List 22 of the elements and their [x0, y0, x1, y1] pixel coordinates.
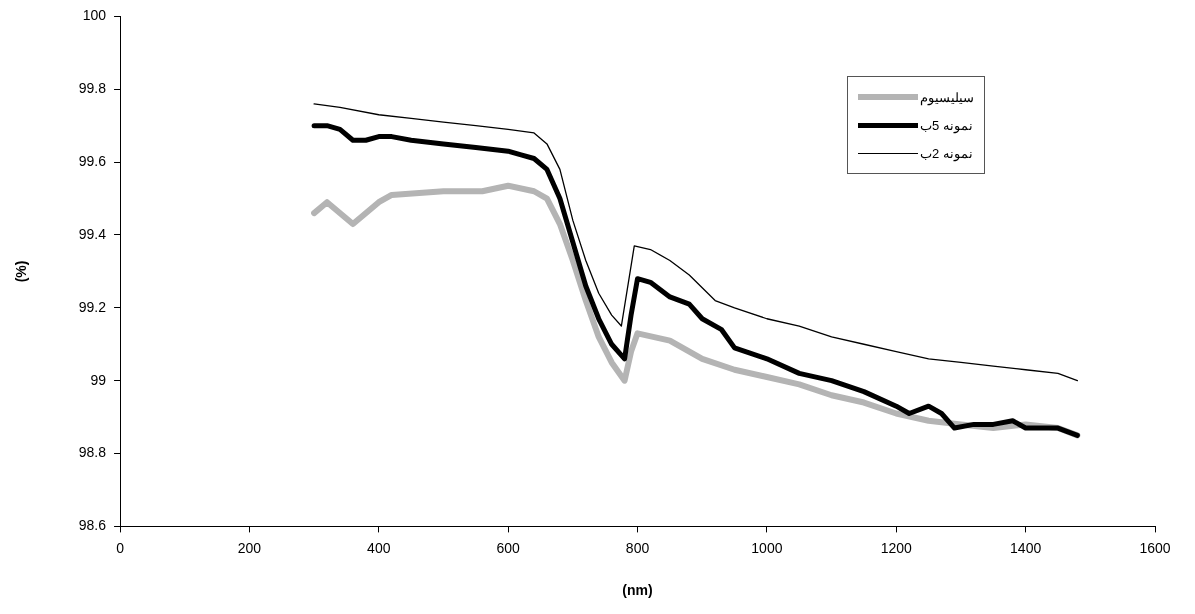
- x-axis-title: (nm): [622, 582, 653, 599]
- x-tick-label: 400: [367, 539, 391, 556]
- legend-label: نمونه 2ب: [920, 145, 973, 161]
- y-tick-label: 100: [82, 7, 107, 24]
- legend-label: نمونه 5ب: [920, 117, 973, 133]
- y-tick-label: 99: [90, 371, 107, 388]
- x-tick-label: 800: [625, 539, 650, 556]
- y-axis-title: (%): [13, 260, 30, 283]
- y-tick-label: 99.4: [78, 225, 107, 242]
- y-tick-label: 99.6: [78, 152, 107, 169]
- x-tick-label: 0: [116, 539, 125, 556]
- y-tick-label: 98.6: [78, 517, 107, 534]
- x-tick-label: 200: [237, 539, 262, 556]
- y-tick-label: 99.2: [78, 298, 107, 315]
- legend-label: سیلیسیوم: [920, 89, 974, 105]
- y-tick-label: 99.8: [78, 80, 107, 97]
- x-tick-label: 1000: [751, 539, 783, 556]
- x-tick-label: 1200: [880, 539, 913, 556]
- y-tick-label: 98.8: [78, 444, 107, 461]
- x-tick-label: 600: [496, 539, 521, 556]
- x-tick-label: 1400: [1010, 539, 1042, 556]
- x-tick-label: 1600: [1139, 539, 1171, 556]
